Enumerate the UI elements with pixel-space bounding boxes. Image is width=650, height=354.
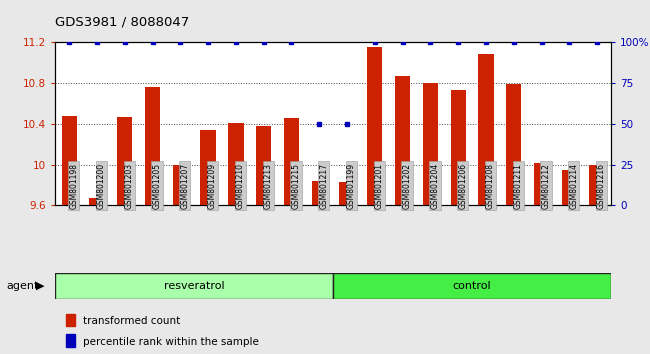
Text: GSM801212: GSM801212 <box>541 162 551 209</box>
Text: GSM801215: GSM801215 <box>291 162 300 209</box>
Bar <box>311 181 327 205</box>
Text: transformed count: transformed count <box>83 316 180 326</box>
Bar <box>200 130 216 205</box>
Bar <box>333 273 611 299</box>
Text: GSM801217: GSM801217 <box>319 162 328 209</box>
Text: GSM801207: GSM801207 <box>180 162 189 209</box>
Text: GSM801205: GSM801205 <box>153 162 161 209</box>
Text: GSM801210: GSM801210 <box>236 162 245 209</box>
Bar <box>256 126 271 205</box>
Bar <box>89 198 105 205</box>
Text: GSM801206: GSM801206 <box>458 162 467 209</box>
Text: GSM801198: GSM801198 <box>69 162 78 209</box>
Text: GSM801201: GSM801201 <box>375 162 383 209</box>
Bar <box>66 314 75 326</box>
Bar <box>66 334 75 347</box>
Text: GSM801202: GSM801202 <box>402 162 411 209</box>
Text: GSM801209: GSM801209 <box>208 162 217 209</box>
Text: GDS3981 / 8088047: GDS3981 / 8088047 <box>55 16 190 29</box>
Text: percentile rank within the sample: percentile rank within the sample <box>83 337 259 347</box>
Bar <box>284 118 299 205</box>
Text: GSM801211: GSM801211 <box>514 162 523 209</box>
Bar <box>62 116 77 205</box>
Text: ▶: ▶ <box>36 281 44 291</box>
Bar <box>395 76 410 205</box>
Text: GSM801208: GSM801208 <box>486 162 495 209</box>
Text: GSM801214: GSM801214 <box>569 162 578 209</box>
Bar <box>173 165 188 205</box>
Text: GSM801203: GSM801203 <box>125 162 134 209</box>
Bar <box>534 162 549 205</box>
Bar <box>450 90 466 205</box>
Bar <box>422 83 438 205</box>
Text: GSM801213: GSM801213 <box>264 162 272 209</box>
Text: GSM801200: GSM801200 <box>97 162 106 209</box>
Text: GSM801199: GSM801199 <box>347 162 356 209</box>
Bar <box>339 182 355 205</box>
Bar <box>117 117 133 205</box>
Text: resveratrol: resveratrol <box>164 281 224 291</box>
Text: GSM801216: GSM801216 <box>597 162 606 209</box>
Bar <box>562 170 577 205</box>
Bar <box>145 87 160 205</box>
Text: GSM801204: GSM801204 <box>430 162 439 209</box>
Bar <box>55 273 333 299</box>
Bar <box>506 84 521 205</box>
Bar <box>228 123 244 205</box>
Text: control: control <box>453 281 491 291</box>
Bar <box>590 165 605 205</box>
Bar <box>478 54 493 205</box>
Text: agent: agent <box>6 281 39 291</box>
Bar <box>367 46 382 205</box>
